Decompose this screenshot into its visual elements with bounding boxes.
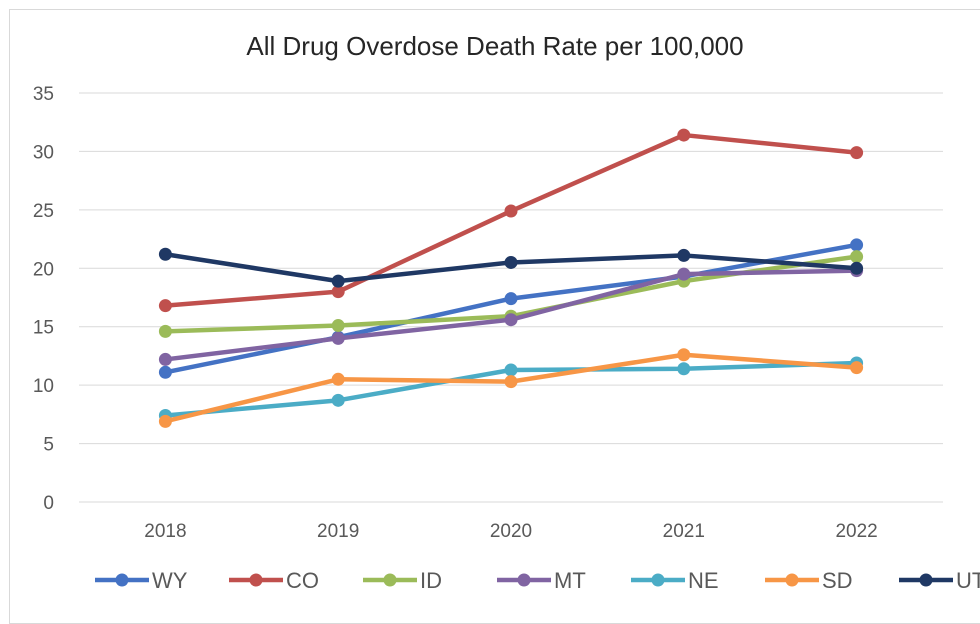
data-point: [158, 299, 172, 313]
data-point: [677, 348, 691, 362]
legend-item: CO: [229, 568, 319, 593]
legend-label: CO: [286, 568, 319, 593]
data-point: [331, 274, 345, 288]
data-point: [158, 414, 172, 428]
series-sd: [158, 348, 864, 428]
legend-item: ID: [363, 568, 442, 593]
legend-marker: [785, 573, 799, 587]
data-point: [158, 365, 172, 379]
data-point: [158, 352, 172, 366]
x-axis-ticks: 2018 2019 2020 2021 2022: [144, 521, 877, 542]
data-point: [504, 375, 518, 389]
legend-item: NE: [631, 568, 719, 593]
x-tick-label: 2022: [835, 521, 877, 542]
legend-marker: [383, 573, 397, 587]
series-line: [163, 132, 859, 308]
chart-title: All Drug Overdose Death Rate per 100,000: [246, 31, 743, 61]
data-point: [504, 313, 518, 327]
data-point: [850, 250, 864, 264]
data-point: [158, 247, 172, 261]
y-tick-label: 30: [33, 142, 54, 163]
y-tick-label: 5: [43, 435, 54, 456]
legend-item: MT: [497, 568, 586, 593]
series-co: [158, 128, 864, 313]
data-point: [850, 238, 864, 252]
y-tick-label: 15: [33, 318, 54, 339]
legend-label: NE: [688, 568, 719, 593]
data-point: [331, 393, 345, 407]
legend-item: UT: [899, 568, 980, 593]
data-point: [504, 363, 518, 377]
legend-label: ID: [420, 568, 442, 593]
data-point: [850, 261, 864, 275]
y-axis-ticks: 0 5 10 15 20 25 30 35: [33, 84, 54, 514]
data-point: [850, 146, 864, 160]
data-point: [677, 248, 691, 262]
x-tick-label: 2020: [490, 521, 532, 542]
legend-marker: [517, 573, 531, 587]
series-ne: [158, 356, 864, 423]
data-point: [677, 362, 691, 376]
data-point: [677, 128, 691, 142]
legend-marker: [249, 573, 263, 587]
legend-marker: [651, 573, 665, 587]
data-point: [331, 285, 345, 299]
y-tick-label: 35: [33, 84, 54, 105]
data-point: [677, 267, 691, 281]
series-lines: [158, 128, 864, 428]
legend-label: WY: [152, 568, 188, 593]
legend-label: SD: [822, 568, 853, 593]
x-tick-label: 2021: [663, 521, 705, 542]
data-point: [331, 372, 345, 386]
legend-label: MT: [554, 568, 586, 593]
series-ut: [158, 247, 864, 288]
data-point: [504, 255, 518, 269]
data-point: [158, 324, 172, 338]
legend-marker: [919, 573, 933, 587]
data-point: [504, 292, 518, 306]
legend: WY CO ID MT NE SD UT: [95, 568, 980, 593]
data-point: [331, 331, 345, 345]
data-point: [331, 319, 345, 333]
y-tick-label: 10: [33, 376, 54, 397]
legend-label: UT: [956, 568, 980, 593]
legend-item: SD: [765, 568, 853, 593]
legend-item: WY: [95, 568, 188, 593]
data-point: [850, 361, 864, 375]
y-tick-label: 20: [33, 259, 54, 280]
y-tick-label: 25: [33, 201, 54, 222]
legend-marker: [115, 573, 129, 587]
x-tick-label: 2019: [317, 521, 359, 542]
x-tick-label: 2018: [144, 521, 186, 542]
data-point: [504, 204, 518, 218]
y-tick-label: 0: [43, 493, 54, 514]
